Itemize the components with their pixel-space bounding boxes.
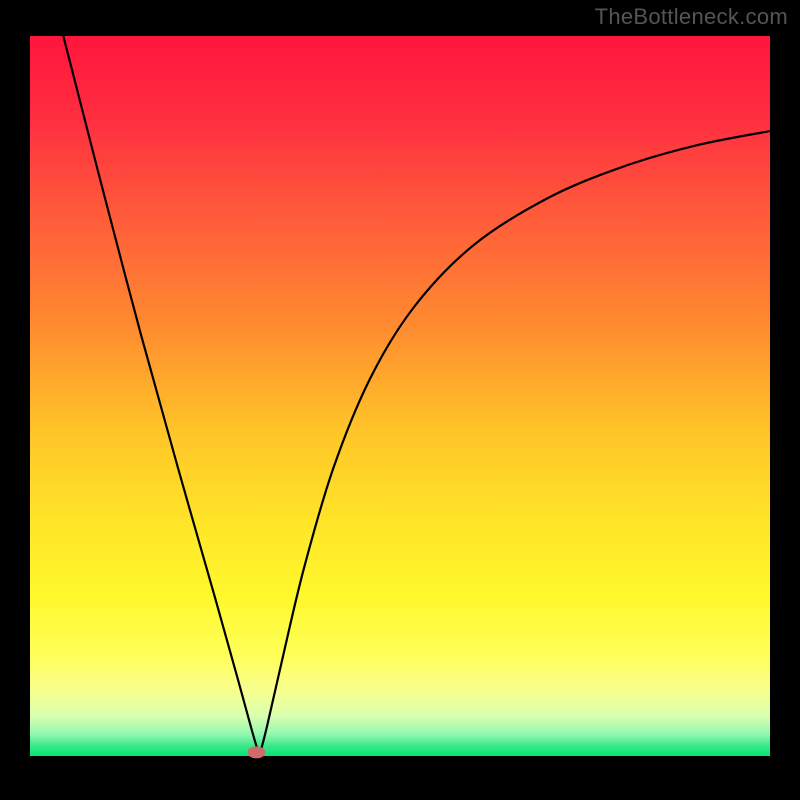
watermark-text: TheBottleneck.com [595, 4, 788, 30]
chart-frame: TheBottleneck.com [0, 0, 800, 800]
chart-curve-layer [0, 0, 800, 800]
min-point-marker [247, 746, 265, 758]
curve-right-branch [259, 131, 770, 756]
curve-left-branch [63, 36, 259, 756]
